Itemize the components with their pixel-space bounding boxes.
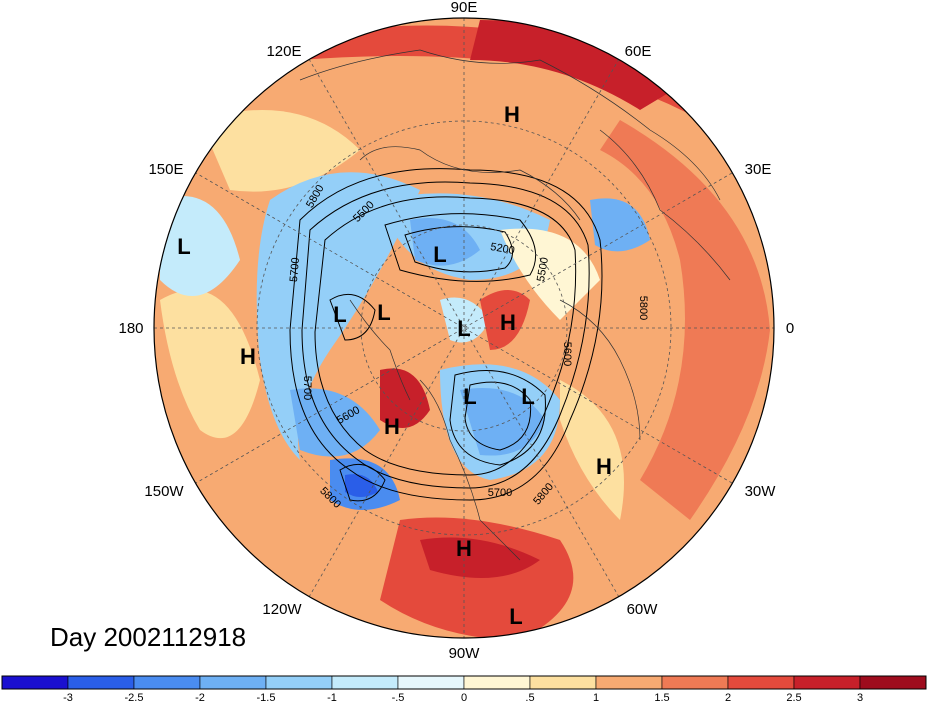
colorbar-swatch [595, 675, 663, 690]
high-marker: H [456, 536, 472, 561]
low-marker: L [433, 242, 446, 267]
colorbar-swatch [529, 675, 597, 690]
low-marker: L [457, 316, 470, 341]
colorbar-tick-label: -2.5 [125, 692, 144, 702]
low-marker: L [377, 300, 390, 325]
colorbar-tick-label: -2 [195, 692, 205, 702]
colorbar-swatch [463, 675, 531, 690]
colorbar-tick-label: .5 [525, 692, 534, 702]
colorbar-tick-label: 0 [461, 692, 467, 702]
colorbar-swatch [331, 675, 399, 690]
colorbar-swatch [727, 675, 795, 690]
low-marker: L [333, 302, 346, 327]
contour-label: 5500 [535, 256, 551, 282]
high-marker: H [500, 310, 516, 335]
low-marker: L [463, 384, 476, 409]
high-marker: H [504, 102, 520, 127]
contour-label: 5200 [489, 241, 515, 257]
colorbar-swatch [67, 675, 135, 690]
contour-label: 5700 [288, 257, 302, 282]
colorbar-tick-label: 1 [593, 692, 599, 702]
lon-label: 90W [449, 645, 481, 662]
contour-label: 5700 [301, 376, 313, 400]
lon-label: 90E [451, 0, 478, 16]
lon-label: 60E [625, 43, 652, 60]
colorbar-tick-label: -.5 [392, 692, 405, 702]
colorbar-swatch [793, 675, 861, 690]
colorbar-tick-label: 2 [725, 692, 731, 702]
colorbar: -3 -2.5 -2 -1.5 -1 -.5 0 .5 1 1.5 2 2.5 3 [1, 675, 927, 702]
colorbar-tick-label: 2.5 [786, 692, 801, 702]
colorbar-tick-label: 1.5 [654, 692, 669, 702]
colorbar-swatch [265, 675, 333, 690]
graticule [154, 18, 774, 638]
colorbar-tick-label: 3 [857, 692, 863, 702]
lon-label: 120W [262, 601, 302, 618]
lon-label: 180 [118, 320, 143, 337]
low-marker: L [177, 234, 190, 259]
lon-label: 150E [148, 161, 183, 178]
colorbar-swatch [859, 675, 927, 690]
colorbar-swatch [397, 675, 465, 690]
colorbar-swatch [133, 675, 201, 690]
colorbar-frame [1, 675, 927, 690]
contour-label: 5800 [637, 296, 649, 320]
lon-label: 120E [266, 43, 301, 60]
colorbar-tick-label: -1.5 [257, 692, 276, 702]
high-marker: H [384, 414, 400, 439]
colorbar-swatch [1, 675, 69, 690]
contour-label: 5700 [488, 487, 512, 499]
coastlines [299, 49, 731, 561]
height-contours [289, 168, 603, 502]
contour-label: 5600 [561, 342, 573, 366]
pressure-system-markers: H L L L L H L L H H H H L L [177, 102, 612, 629]
lon-label: 150W [144, 483, 184, 500]
lon-label: 30E [745, 161, 772, 178]
lon-label: 0 [786, 320, 794, 337]
colorbar-swatch [199, 675, 267, 690]
high-marker: H [240, 344, 256, 369]
colorbar-swatch [661, 675, 729, 690]
colorbar-tick-label: -1 [327, 692, 337, 702]
colorbar-tick-label: -3 [63, 692, 73, 702]
longitude-labels: 90E 60E 30E 0 30W 60W 90W 120W 150W 180 … [118, 0, 794, 662]
low-marker: L [509, 604, 522, 629]
lon-label: 60W [627, 601, 659, 618]
day-label: Day 2002112918 [50, 622, 246, 652]
high-marker: H [596, 454, 612, 479]
lon-label: 30W [745, 483, 777, 500]
hemisphere-boundary [153, 17, 775, 639]
low-marker: L [521, 384, 534, 409]
